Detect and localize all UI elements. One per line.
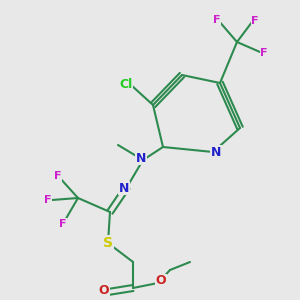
Text: O: O: [99, 284, 109, 298]
Text: F: F: [59, 219, 67, 229]
Text: F: F: [251, 16, 259, 26]
Text: N: N: [211, 146, 221, 158]
Text: F: F: [44, 195, 52, 205]
Text: F: F: [260, 48, 268, 58]
Text: N: N: [119, 182, 129, 194]
Text: O: O: [156, 274, 166, 287]
Text: Cl: Cl: [119, 79, 133, 92]
Text: N: N: [136, 152, 146, 164]
Text: F: F: [54, 171, 62, 181]
Text: S: S: [103, 236, 113, 250]
Text: F: F: [213, 15, 221, 25]
